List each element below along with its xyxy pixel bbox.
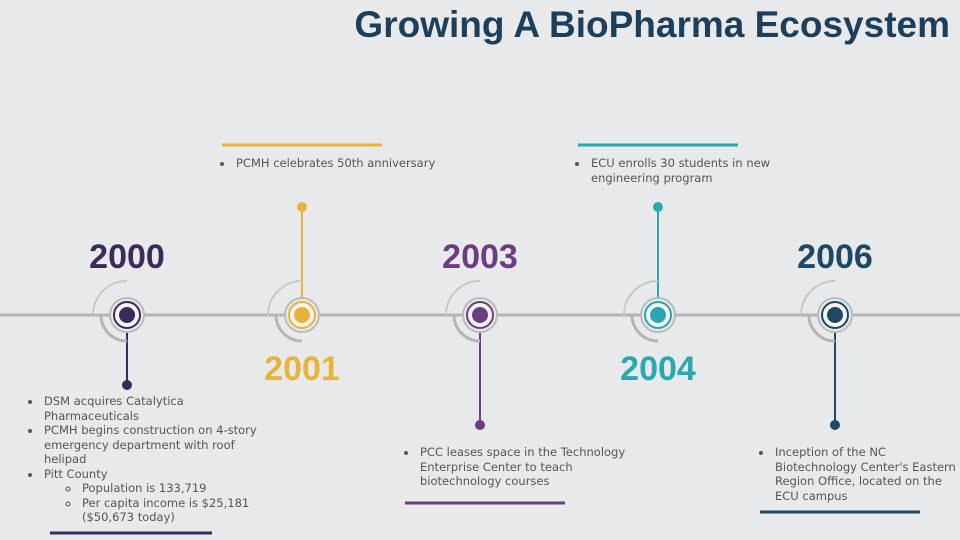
milestone-text: Inception of the NC Biotechnology Center… [757,445,957,503]
bullet-text: DSM acquires Catalytica Pharmaceuticals [44,394,184,423]
stem-dot [122,380,132,390]
bullet-text: PCMH begins construction on 4-story emer… [44,423,257,466]
bullet: DSM acquires Catalytica Pharmaceuticals [42,394,266,423]
year-label: 2000 [89,238,165,276]
sub-bullet: Population is 133,719 [80,481,266,496]
outer-arc [630,314,659,343]
bullet: PCMH celebrates 50th anniversary [234,156,448,171]
bullet: Pitt CountyPopulation is 133,719Per capi… [42,467,266,525]
outer-arc [267,280,303,316]
outer-arc [623,280,659,316]
stem-dot [297,202,307,212]
bullet-text: Inception of the NC Biotechnology Center… [775,445,956,503]
bullet: PCMH begins construction on 4-story emer… [42,423,266,467]
bullet: Inception of the NC Biotechnology Center… [773,445,957,503]
node [827,307,843,323]
sub-list: Population is 133,719Per capita income i… [44,481,266,525]
year-label: 2003 [442,238,518,276]
bullet-text: ECU enrolls 30 students in new engineeri… [591,156,771,185]
milestone-text: DSM acquires Catalytica PharmaceuticalsP… [26,394,266,525]
bullet-text: Pitt County [44,466,108,481]
milestone-text: PCC leases space in the Technology Enter… [402,445,632,489]
year-label: 2001 [264,350,340,388]
bullet-list: ECU enrolls 30 students in new engineeri… [573,156,783,185]
year-label: 2006 [797,238,873,276]
bullet-list: Inception of the NC Biotechnology Center… [757,445,957,503]
year-label: 2004 [620,350,696,388]
bullet-text: PCC leases space in the Technology Enter… [420,445,626,488]
bullet-list: PCMH celebrates 50th anniversary [218,156,448,171]
milestone-text: PCMH celebrates 50th anniversary [218,156,448,171]
outer-arc [92,280,128,316]
node [650,307,666,323]
outer-arc [452,314,481,343]
bullet-list: DSM acquires Catalytica PharmaceuticalsP… [26,394,266,525]
milestone-text: ECU enrolls 30 students in new engineeri… [573,156,783,185]
outer-arc [807,314,836,343]
node [119,307,135,323]
bullet: ECU enrolls 30 students in new engineeri… [589,156,783,185]
bullet-list: PCC leases space in the Technology Enter… [402,445,632,489]
node [294,307,310,323]
bullet: PCC leases space in the Technology Enter… [418,445,632,489]
stem-dot [830,420,840,430]
slide-title: Growing A BioPharma Ecosystem [354,4,950,45]
sub-bullet: Per capita income is $25,181 ($50,673 to… [80,496,266,525]
outer-arc [445,280,481,316]
stem-dot [653,202,663,212]
outer-arc [99,314,128,343]
bullet-text: PCMH celebrates 50th anniversary [236,156,436,170]
node [472,307,488,323]
stem-dot [475,420,485,430]
outer-arc [274,314,303,343]
outer-arc [800,280,836,316]
